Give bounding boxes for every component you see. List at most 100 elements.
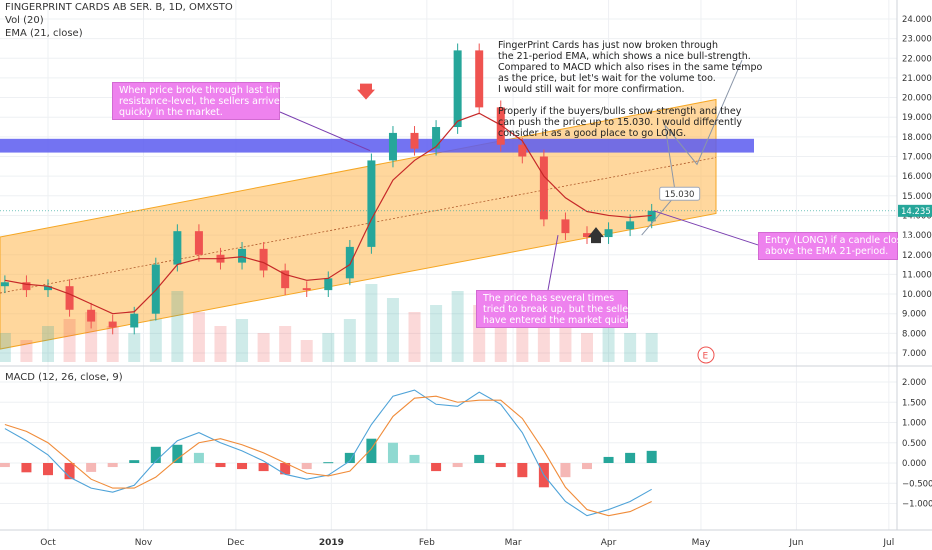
candle-body <box>583 233 591 238</box>
macd-histogram-bar <box>0 463 10 468</box>
candle-body <box>345 246 354 279</box>
time-axis-label: Mar <box>505 538 522 548</box>
macd-histogram-bar <box>409 454 420 463</box>
volume-bar <box>343 319 356 362</box>
candle-body <box>518 144 527 157</box>
candle-body <box>65 286 74 310</box>
macd-histogram-bar <box>495 463 506 468</box>
current-price-label: 14.235 <box>901 207 931 217</box>
volume-bar <box>645 333 658 362</box>
macd-histogram-bar <box>215 463 226 468</box>
volume-legend: Vol (20) <box>5 15 44 26</box>
volume-bar <box>214 326 227 362</box>
volume-bar <box>20 340 33 362</box>
sell-arrow-icon <box>357 83 375 100</box>
price-tick-label: 9.000 <box>902 310 926 320</box>
earnings-badge-label: E <box>703 352 709 362</box>
entry-note: Entry (LONG) if a candle closes above th… <box>758 232 913 260</box>
candle-body <box>44 286 52 291</box>
volume-bar <box>171 291 184 362</box>
volume-bar <box>494 319 507 362</box>
macd-histogram-bar <box>582 463 592 470</box>
candle-body <box>453 50 462 128</box>
volume-bar <box>236 319 249 362</box>
macd-histogram-bar <box>150 446 161 463</box>
price-tick-label: 16.000 <box>902 172 932 182</box>
macd-tick-label: 1.500 <box>902 398 926 408</box>
volume-bar <box>42 326 54 362</box>
price-tick-label: 12.000 <box>902 251 932 261</box>
price-tick-label: 7.000 <box>902 349 926 359</box>
resistance-note: When price broke through last times resi… <box>112 82 292 120</box>
price-tick-label: 21.000 <box>902 74 932 84</box>
macd-histogram-bar <box>172 444 183 463</box>
price-tick-label: 17.000 <box>902 153 932 163</box>
candle-body <box>324 278 333 291</box>
volume-bar <box>559 326 572 362</box>
candle-body <box>410 132 419 149</box>
signal-line <box>4 395 652 517</box>
time-axis-label: Jul <box>882 538 894 548</box>
price-tick-label: 24.000 <box>902 15 932 25</box>
volume-bar <box>581 333 593 362</box>
channel-midline <box>0 157 717 294</box>
volume-bar <box>365 284 378 362</box>
volume-bar <box>386 298 399 362</box>
volume-bar <box>537 319 550 362</box>
candle-body <box>259 248 268 271</box>
candle-body <box>238 248 247 263</box>
price-tick-label: 19.000 <box>902 113 932 123</box>
candle-body <box>173 231 182 265</box>
volume-bar <box>63 319 76 362</box>
candle-body <box>475 50 484 108</box>
macd-tick-label: 0.000 <box>902 459 926 469</box>
price-tick-label: 11.000 <box>902 270 932 280</box>
volume-bar <box>128 333 141 362</box>
time-axis-label: Nov <box>135 538 153 548</box>
macd-histogram-bar <box>517 463 528 478</box>
price-tick-label: 22.000 <box>902 54 932 64</box>
candle-body <box>604 229 613 238</box>
volume-bar <box>85 312 98 362</box>
macd-histogram-bar <box>452 463 463 468</box>
macd-histogram-bar <box>107 463 118 468</box>
candle-body <box>0 282 9 287</box>
macd-histogram-bar <box>237 463 248 470</box>
price-tick-label: 23.000 <box>902 35 932 45</box>
analysis-note: FingerPrint Cards has just now broken th… <box>498 40 763 139</box>
macd-histogram-bar <box>625 452 636 463</box>
candle-body <box>388 132 397 161</box>
macd-histogram-bar <box>301 463 312 470</box>
projection-path <box>664 60 743 196</box>
macd-histogram-bar <box>64 463 75 480</box>
candle-body <box>367 160 376 247</box>
earnings-badge-icon <box>697 346 715 364</box>
volume-bar <box>408 312 421 362</box>
volume-bar <box>149 319 162 362</box>
volume-bar <box>279 326 292 362</box>
candle-body <box>302 288 311 291</box>
candle-body <box>281 270 290 289</box>
sellers-note: The price has several times tried to bre… <box>476 290 640 328</box>
macd-tick-label: 2.000 <box>902 378 926 388</box>
entry-pointer <box>653 210 759 246</box>
current-price-tag <box>898 204 932 217</box>
candle-body <box>22 282 31 291</box>
macd-histogram-bar <box>86 463 97 472</box>
candle-body <box>108 321 117 328</box>
macd-histogram-bar <box>43 463 53 476</box>
candle-body <box>151 264 160 314</box>
price-tick-label: 15.000 <box>902 192 932 202</box>
resistance-pointer <box>279 111 371 152</box>
macd-histogram-bar <box>258 463 269 472</box>
candle-body <box>496 107 505 145</box>
volume-bar <box>300 340 313 362</box>
macd-histogram-bar <box>387 442 398 463</box>
candle-body <box>432 127 441 149</box>
volume-bar <box>451 291 464 362</box>
price-tick-label: 10.000 <box>902 290 932 300</box>
price-tick-label: 18.000 <box>902 133 932 143</box>
volume-bar <box>257 333 270 362</box>
sellers-pointer <box>547 235 559 291</box>
